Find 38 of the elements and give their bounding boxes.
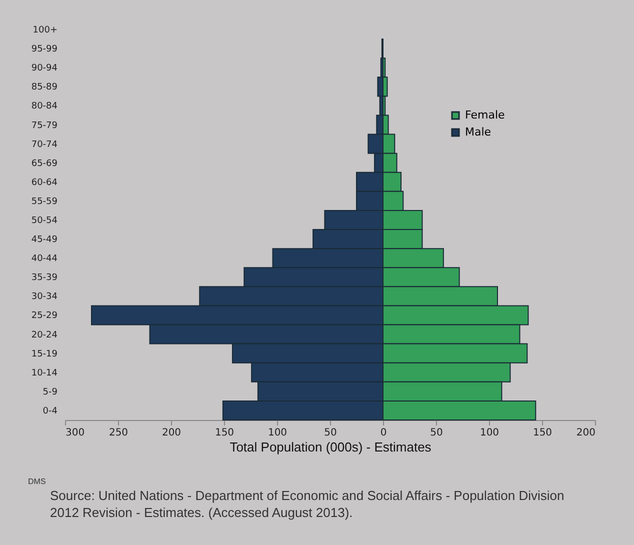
legend-label: Female xyxy=(465,108,506,122)
x-tick-label: 100 xyxy=(268,428,288,438)
x-tick-label: 300 xyxy=(66,428,85,438)
y-tick-label: 70-74 xyxy=(31,140,58,150)
x-tick-label: 150 xyxy=(532,428,552,438)
legend-label: Male xyxy=(465,126,492,138)
y-tick-label: 45-49 xyxy=(31,235,58,246)
text: 2012 Revision - Estimates. (Accessed August 2013). xyxy=(50,505,354,520)
x-tick-label: 50 xyxy=(324,428,337,438)
y-tick-label: 35-39 xyxy=(31,273,58,284)
y-tick-label: 100+ xyxy=(32,26,58,36)
x-tick-label: 150 xyxy=(214,428,234,438)
x-tick-label: 200 xyxy=(162,428,182,438)
y-tick-label: 60-64 xyxy=(31,178,58,188)
y-tick-label: 0-4 xyxy=(42,406,58,416)
text: DMS xyxy=(28,477,47,486)
y-tick-label: 5-9 xyxy=(42,387,58,398)
y-tick-label: 75-79 xyxy=(31,120,58,131)
x-axis-title: Total Population (000s) - Estimates xyxy=(230,440,432,454)
y-tick-label: 25-29 xyxy=(31,311,58,322)
y-tick-label: 65-69 xyxy=(31,158,58,169)
x-tick-label: 0 xyxy=(380,428,387,438)
y-tick-label: 90-94 xyxy=(31,64,58,74)
x-tick-label: 200 xyxy=(576,428,596,438)
y-tick-label: 40-44 xyxy=(31,254,58,264)
y-tick-label: 30-34 xyxy=(31,292,58,302)
y-tick-label: 10-14 xyxy=(31,368,58,378)
x-tick-label: 250 xyxy=(108,428,128,438)
y-tick-label: 85-89 xyxy=(31,82,58,93)
y-tick-label: 20-24 xyxy=(31,330,58,340)
y-tick-label: 95-99 xyxy=(31,44,58,55)
y-tick-label: 50-54 xyxy=(31,216,58,226)
y-tick-label: 80-84 xyxy=(31,102,58,112)
x-tick-label: 50 xyxy=(430,428,443,438)
y-tick-label: 15-19 xyxy=(31,349,58,360)
source-note: Source: United Nations - Department of Economic and Social Affairs - Population Division xyxy=(50,488,566,503)
x-tick-label: 100 xyxy=(480,428,500,438)
y-tick-label: 55-59 xyxy=(31,196,58,207)
